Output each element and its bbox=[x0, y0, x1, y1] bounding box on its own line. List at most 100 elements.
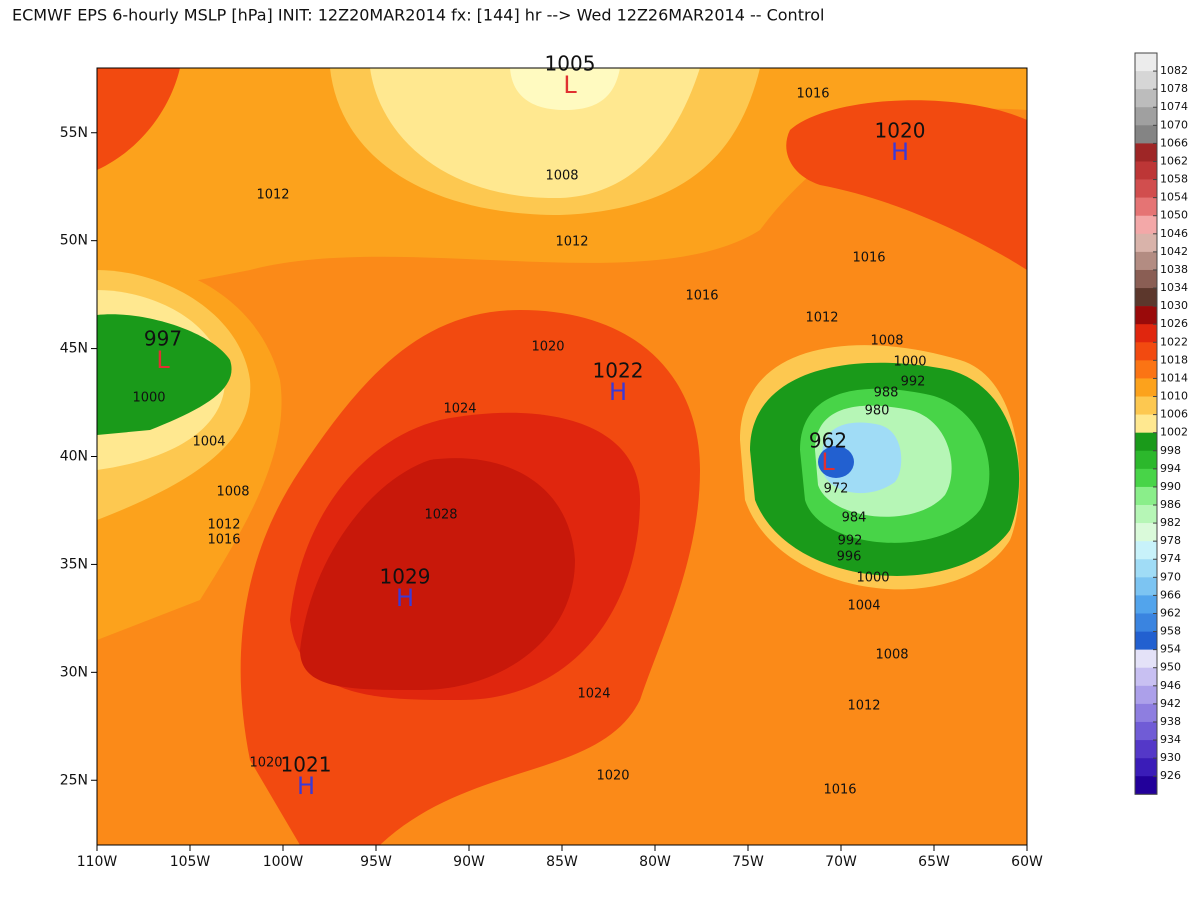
colorbar-label: 1022 bbox=[1160, 335, 1188, 348]
colorbar-label: 970 bbox=[1160, 570, 1181, 583]
colorbar-swatch bbox=[1135, 776, 1157, 795]
colorbar-label: 934 bbox=[1160, 733, 1181, 746]
x-tick-label: 70W bbox=[825, 854, 857, 870]
colorbar-label: 958 bbox=[1160, 625, 1181, 638]
x-tick-label: 110W bbox=[77, 854, 118, 870]
x-tick-label: 75W bbox=[732, 854, 764, 870]
colorbar-swatch bbox=[1135, 559, 1157, 578]
colorbar-swatch bbox=[1135, 143, 1157, 162]
center-symbol: H bbox=[609, 378, 627, 406]
colorbar-swatch bbox=[1135, 721, 1157, 741]
contour-label: 1012 bbox=[207, 518, 240, 533]
colorbar-label: 986 bbox=[1160, 498, 1181, 511]
center-value: 1005 bbox=[545, 52, 596, 76]
contour-label: 1024 bbox=[443, 402, 476, 417]
x-tick-label: 60W bbox=[1011, 854, 1043, 870]
colorbar-swatch bbox=[1135, 360, 1157, 379]
colorbar-swatch bbox=[1135, 577, 1157, 596]
center-value: 1029 bbox=[380, 565, 431, 589]
contour-label: 1008 bbox=[216, 485, 249, 500]
contour-label: 988 bbox=[874, 386, 899, 401]
y-tick-label: 40N bbox=[60, 449, 88, 465]
center-symbol: H bbox=[891, 138, 909, 166]
colorbar-label: 1062 bbox=[1160, 154, 1188, 167]
colorbar-swatch bbox=[1135, 71, 1157, 90]
colorbar-swatch bbox=[1135, 342, 1157, 361]
colorbar-swatch bbox=[1135, 288, 1157, 307]
contour-label: 1008 bbox=[870, 334, 903, 349]
contour-label: 996 bbox=[837, 550, 862, 565]
colorbar-swatch bbox=[1135, 740, 1157, 759]
contour-label: 980 bbox=[865, 404, 890, 419]
center-symbol: H bbox=[297, 772, 315, 800]
center-value: 1022 bbox=[593, 359, 644, 383]
colorbar-label: 1074 bbox=[1160, 100, 1188, 113]
colorbar-swatch bbox=[1135, 107, 1157, 126]
colorbar-swatch bbox=[1135, 161, 1157, 180]
x-tick-label: 105W bbox=[170, 854, 211, 870]
y-tick-label: 55N bbox=[60, 125, 88, 141]
colorbar-label: 926 bbox=[1160, 769, 1181, 782]
colorbar-label: 1066 bbox=[1160, 136, 1188, 149]
center-value: 962 bbox=[809, 429, 847, 453]
contour-label: 984 bbox=[842, 511, 867, 526]
contour-label: 1016 bbox=[796, 87, 829, 102]
colorbar-label: 942 bbox=[1160, 697, 1181, 710]
colorbar-label: 954 bbox=[1160, 643, 1181, 656]
contour-label: 1008 bbox=[875, 648, 908, 663]
colorbar-label: 1054 bbox=[1160, 191, 1188, 204]
contour-label: 1008 bbox=[545, 169, 578, 184]
colorbar-swatch bbox=[1135, 53, 1157, 72]
colorbar-label: 950 bbox=[1160, 661, 1181, 674]
colorbar-label: 1002 bbox=[1160, 426, 1188, 439]
pressure-field bbox=[97, 68, 1027, 845]
contour-label: 1016 bbox=[823, 783, 856, 798]
x-tick-label: 95W bbox=[360, 854, 392, 870]
contour-label: 1012 bbox=[847, 699, 880, 714]
contour-label: 1012 bbox=[805, 311, 838, 326]
colorbar-label: 1018 bbox=[1160, 353, 1188, 366]
x-tick-label: 65W bbox=[918, 854, 950, 870]
colorbar-swatch bbox=[1135, 703, 1157, 723]
colorbar-label: 1050 bbox=[1160, 209, 1188, 222]
colorbar-label: 1034 bbox=[1160, 281, 1188, 294]
colorbar-label: 1082 bbox=[1160, 64, 1188, 77]
colorbar-swatch bbox=[1135, 89, 1157, 108]
contour-label: 1000 bbox=[893, 355, 926, 370]
contour-label: 1028 bbox=[424, 508, 457, 523]
colorbar-label: 1070 bbox=[1160, 118, 1188, 131]
contour-label: 1020 bbox=[596, 769, 629, 784]
y-tick-label: 35N bbox=[60, 556, 88, 572]
title: ECMWF EPS 6-hourly MSLP [hPa] INIT: 12Z2… bbox=[12, 6, 824, 25]
colorbar-label: 966 bbox=[1160, 588, 1181, 601]
center-symbol: L bbox=[563, 71, 577, 99]
center-value: 997 bbox=[144, 327, 182, 351]
contour-label: 1020 bbox=[249, 756, 282, 771]
colorbar-swatch bbox=[1135, 758, 1157, 777]
colorbar-swatch bbox=[1135, 414, 1157, 433]
center-value: 1020 bbox=[875, 119, 926, 143]
colorbar-swatch bbox=[1135, 233, 1157, 253]
colorbar-label: 938 bbox=[1160, 715, 1181, 728]
y-tick-label: 30N bbox=[60, 664, 88, 680]
contour-label: 1000 bbox=[856, 571, 889, 586]
y-tick-label: 45N bbox=[60, 341, 88, 357]
colorbar-swatch bbox=[1135, 396, 1157, 415]
colorbar-swatch bbox=[1135, 179, 1157, 198]
contour-label: 992 bbox=[838, 534, 863, 549]
colorbar-swatch bbox=[1135, 251, 1157, 271]
colorbar-label: 982 bbox=[1160, 516, 1181, 529]
y-tick-label: 50N bbox=[60, 233, 88, 249]
colorbar-label: 930 bbox=[1160, 751, 1181, 764]
colorbar-swatch bbox=[1135, 613, 1157, 632]
contour-label: 1000 bbox=[132, 391, 165, 406]
contour-label: 1012 bbox=[256, 188, 289, 203]
colorbar-swatch bbox=[1135, 306, 1157, 325]
x-tick-label: 100W bbox=[263, 854, 304, 870]
center-symbol: L bbox=[156, 346, 170, 374]
y-tick-label: 25N bbox=[60, 772, 88, 788]
colorbar-swatch bbox=[1135, 450, 1157, 470]
colorbar-label: 974 bbox=[1160, 552, 1181, 565]
colorbar-label: 946 bbox=[1160, 679, 1181, 692]
contour-label: 1016 bbox=[685, 289, 718, 304]
